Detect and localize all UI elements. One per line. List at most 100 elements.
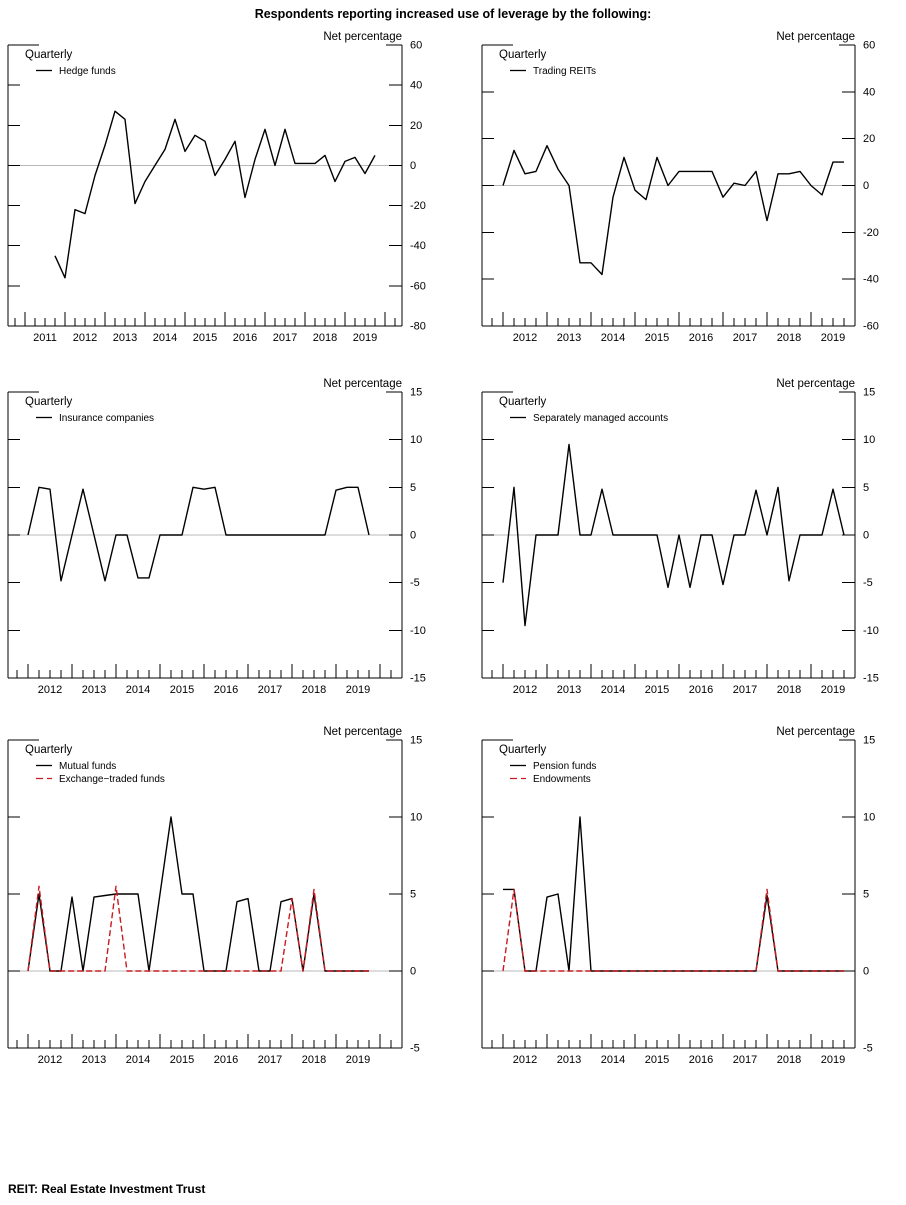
y-tick-label: 10: [863, 434, 875, 446]
series-line-insurance-companies: [27, 486, 370, 582]
x-year-label: 2018: [313, 332, 337, 344]
y-tick-label: -60: [410, 280, 426, 292]
x-year-label: 2017: [733, 684, 757, 696]
quarterly-label: Quarterly: [25, 396, 73, 408]
x-year-label: 2018: [302, 1054, 326, 1066]
y-tick-label: -15: [410, 673, 426, 685]
x-year-label: 2018: [777, 1054, 801, 1066]
y-tick-label: 20: [863, 133, 875, 145]
x-year-label: 2016: [214, 1054, 238, 1066]
figure-title: Respondents reporting increased use of l…: [254, 7, 652, 21]
y-tick-label: 40: [410, 80, 422, 92]
x-year-label: 2014: [601, 1054, 625, 1066]
quarterly-label: Quarterly: [499, 49, 547, 61]
x-year-label: 2018: [777, 332, 801, 344]
y-tick-label: 5: [863, 889, 869, 901]
quarterly-label: Quarterly: [25, 49, 73, 61]
x-year-label: 2014: [153, 332, 177, 344]
x-year-label: 2013: [557, 1054, 581, 1066]
x-year-label: 2013: [82, 684, 106, 696]
series-line-trading-reits: [502, 144, 844, 276]
y-tick-label: -20: [863, 227, 879, 239]
x-year-label: 2015: [645, 684, 669, 696]
x-year-label: 2012: [513, 332, 537, 344]
legend-label-trading-reits: Trading REITs: [533, 66, 596, 77]
y-tick-label: -5: [863, 1043, 873, 1055]
net-percentage-label: Net percentage: [776, 726, 855, 738]
y-tick-label: 5: [863, 482, 869, 494]
x-year-label: 2017: [258, 684, 282, 696]
y-tick-label: 40: [863, 86, 875, 98]
series-line-hedge-funds: [54, 110, 376, 279]
net-percentage-label: Net percentage: [323, 31, 402, 43]
y-tick-label: -5: [863, 577, 873, 589]
x-year-label: 2019: [346, 684, 370, 696]
legend-label-exchange-traded-funds: Exchange−traded funds: [59, 774, 165, 785]
quarterly-label: Quarterly: [25, 744, 73, 756]
x-year-label: 2016: [233, 332, 257, 344]
x-year-label: 2019: [346, 1054, 370, 1066]
x-year-label: 2012: [73, 332, 97, 344]
x-year-label: 2012: [38, 1054, 62, 1066]
y-tick-label: 0: [410, 530, 416, 542]
x-year-label: 2019: [821, 332, 845, 344]
x-year-label: 2014: [601, 332, 625, 344]
x-year-label: 2014: [126, 684, 150, 696]
series-line-exchange-traded-funds: [27, 885, 369, 972]
y-tick-label: 10: [410, 812, 422, 824]
x-year-label: 2015: [193, 332, 217, 344]
y-tick-label: 10: [410, 434, 422, 446]
y-tick-label: -80: [410, 321, 426, 333]
x-year-label: 2013: [557, 684, 581, 696]
x-year-label: 2016: [689, 1054, 713, 1066]
x-year-label: 2015: [170, 684, 194, 696]
chart-mutual-funds-and-etfs: 15 10 5 0 -5 2012 2013 2014 2015 2016 2017 2018 2019…: [7, 726, 422, 1066]
y-tick-label: 15: [410, 387, 422, 399]
x-year-label: 2017: [258, 1054, 282, 1066]
net-percentage-label: Net percentage: [323, 726, 402, 738]
x-year-label: 2014: [601, 684, 625, 696]
y-tick-label: -5: [410, 1043, 420, 1055]
x-year-label: 2013: [82, 1054, 106, 1066]
y-tick-label: 10: [863, 812, 875, 824]
series-line-pension-funds: [503, 816, 844, 972]
legend-label-hedge-funds: Hedge funds: [59, 66, 116, 77]
x-year-label: 2016: [214, 684, 238, 696]
y-tick-label: -40: [410, 240, 426, 252]
x-year-label: 2018: [302, 684, 326, 696]
legend-label-pension-funds: Pension funds: [533, 761, 596, 772]
chart-trading-reits: 60 40 20 0 -20 -40 -60 2012 2013 2014 2015 2016 2017…: [481, 31, 879, 344]
x-year-label: 2018: [777, 684, 801, 696]
y-tick-label: -10: [410, 625, 426, 637]
y-tick-label: -5: [410, 577, 420, 589]
chart-separately-managed-accounts: 15 10 5 0 -5 -10 -15 2012 2013 2014 2015 2016 2017 20…: [481, 378, 879, 696]
chart-hedge-funds: 60 40 20 0 -20 -40 -60 -80 2011 2012 2013 2014 2015 2…: [7, 31, 426, 344]
series-line-separately-managed-accounts: [502, 443, 845, 627]
x-year-label: 2012: [38, 684, 62, 696]
quarterly-label: Quarterly: [499, 396, 547, 408]
y-tick-label: -60: [863, 321, 879, 333]
chart-pension-funds-and-endowments: 15 10 5 0 -5 2012 2013 2014 2015 2016 2017 2018 2019…: [481, 726, 875, 1066]
x-year-label: 2019: [353, 332, 377, 344]
y-tick-label: 0: [863, 180, 869, 192]
x-year-label: 2013: [113, 332, 137, 344]
x-year-label: 2019: [821, 1054, 845, 1066]
x-year-label: 2013: [557, 332, 581, 344]
x-year-label: 2017: [273, 332, 297, 344]
x-year-label: 2014: [126, 1054, 150, 1066]
chart-insurance-companies: 15 10 5 0 -5 -10 -15 2012 2013 2014 2015 2016 2017 20…: [7, 378, 426, 696]
legend-label-mutual-funds: Mutual funds: [59, 761, 116, 772]
y-tick-label: 0: [863, 966, 869, 978]
x-year-label: 2015: [645, 332, 669, 344]
y-tick-label: 15: [863, 387, 875, 399]
x-year-label: 2012: [513, 684, 537, 696]
y-tick-label: 60: [410, 40, 422, 52]
x-year-label: 2016: [689, 684, 713, 696]
y-tick-label: -20: [410, 200, 426, 212]
y-tick-label: 15: [863, 735, 875, 747]
net-percentage-label: Net percentage: [323, 378, 402, 390]
x-year-label: 2011: [33, 332, 57, 344]
series-line-endowments: [502, 888, 844, 972]
x-year-label: 2019: [821, 684, 845, 696]
y-tick-label: 0: [863, 530, 869, 542]
